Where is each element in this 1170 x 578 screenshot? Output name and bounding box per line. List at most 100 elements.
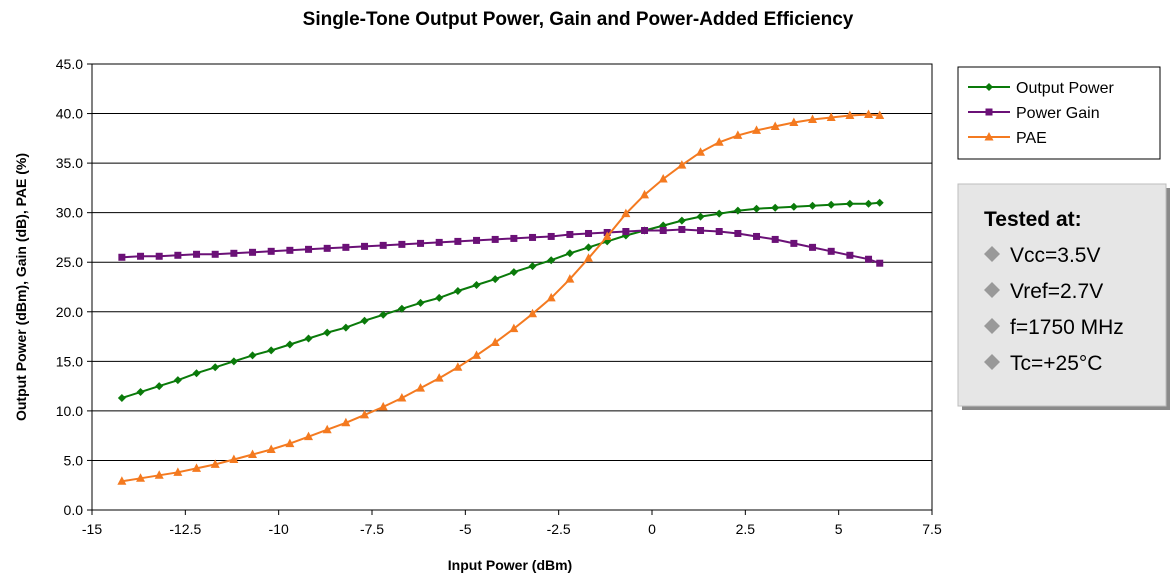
data-point bbox=[174, 251, 182, 259]
data-point bbox=[696, 147, 706, 156]
data-point bbox=[770, 121, 780, 130]
data-point bbox=[397, 393, 407, 402]
data-point bbox=[453, 362, 463, 371]
data-point bbox=[360, 409, 370, 419]
data-point bbox=[416, 298, 425, 307]
data-point bbox=[155, 252, 163, 260]
data-point bbox=[154, 470, 164, 479]
data-point bbox=[528, 262, 537, 271]
test-condition-item: Vcc=3.5V bbox=[984, 244, 1100, 267]
data-point bbox=[547, 256, 556, 265]
y-axis-ticks: 0.0 5.0 10.0 15.0 20.0 25.0 30.0 35.0 40.0 45.0 bbox=[56, 56, 92, 518]
legend-label: Power Gain bbox=[1016, 105, 1100, 122]
data-point bbox=[715, 209, 724, 218]
diamond-bullet-icon bbox=[984, 246, 1000, 262]
data-point bbox=[696, 212, 705, 221]
data-point bbox=[875, 198, 884, 207]
data-point bbox=[827, 200, 836, 209]
data-point bbox=[565, 249, 574, 258]
data-point bbox=[677, 160, 687, 169]
y-tick-label: 30.0 bbox=[56, 205, 83, 221]
data-point bbox=[341, 417, 351, 427]
y-tick-label: 0.0 bbox=[64, 502, 84, 518]
data-point bbox=[435, 293, 444, 302]
data-point bbox=[753, 232, 761, 240]
data-point bbox=[322, 424, 332, 434]
data-point bbox=[155, 382, 164, 391]
test-condition-item: Vref=2.7V bbox=[984, 280, 1103, 303]
gridlines bbox=[92, 113, 932, 461]
data-point bbox=[173, 467, 183, 476]
data-point bbox=[379, 310, 388, 319]
data-point bbox=[472, 350, 482, 359]
series-output-power bbox=[117, 198, 884, 403]
x-tick-label: -5 bbox=[459, 521, 472, 537]
data-point bbox=[789, 202, 798, 211]
data-point bbox=[361, 242, 369, 250]
x-axis-label: Input Power (dBm) bbox=[448, 557, 572, 573]
data-point bbox=[490, 337, 500, 347]
data-point bbox=[864, 109, 874, 119]
data-point bbox=[211, 363, 220, 372]
data-point bbox=[266, 444, 276, 454]
data-point bbox=[304, 334, 313, 343]
data-point bbox=[473, 236, 481, 244]
legend-item: Output Power bbox=[968, 80, 1115, 97]
data-point bbox=[136, 388, 145, 397]
y-tick-label: 40.0 bbox=[56, 106, 83, 122]
y-tick-label: 10.0 bbox=[56, 403, 83, 419]
legend-marker bbox=[984, 132, 994, 141]
data-point bbox=[827, 247, 835, 255]
data-point bbox=[846, 251, 854, 259]
data-point bbox=[678, 226, 686, 234]
data-point bbox=[397, 304, 406, 313]
data-point bbox=[136, 473, 146, 482]
data-point bbox=[714, 137, 724, 146]
test-condition-text: Vcc=3.5V bbox=[1010, 244, 1100, 267]
data-point bbox=[584, 253, 594, 262]
series-line bbox=[121, 113, 880, 483]
data-point bbox=[733, 206, 742, 215]
data-point bbox=[323, 328, 332, 337]
legend: Output Power Power Gain PAE bbox=[957, 66, 1161, 160]
x-tick-label: -12.5 bbox=[169, 521, 201, 537]
data-point bbox=[771, 235, 779, 243]
data-point bbox=[528, 308, 538, 318]
data-point bbox=[137, 252, 145, 260]
data-point bbox=[323, 244, 331, 252]
data-point bbox=[864, 199, 873, 208]
legend-label: Output Power bbox=[1016, 80, 1115, 97]
data-point bbox=[192, 369, 201, 378]
x-tick-label: 0 bbox=[648, 521, 656, 537]
x-tick-label: 5 bbox=[835, 521, 843, 537]
data-point bbox=[809, 243, 817, 251]
data-point bbox=[641, 227, 649, 235]
test-condition-text: Tc=+25°C bbox=[1010, 352, 1102, 375]
test-condition-item: Tc=+25°C bbox=[984, 352, 1102, 375]
data-point bbox=[734, 229, 742, 237]
data-point bbox=[584, 243, 593, 252]
test-conditions-box: Tested at: Vcc=3.5V Vref=2.7V f=1750 MHz Tc… bbox=[957, 183, 1170, 410]
data-point bbox=[789, 117, 799, 126]
data-point bbox=[192, 463, 202, 472]
data-point bbox=[378, 401, 388, 411]
data-point bbox=[771, 203, 780, 212]
y-tick-label: 25.0 bbox=[56, 254, 83, 270]
data-point bbox=[491, 275, 500, 284]
x-tick-label: 2.5 bbox=[736, 521, 756, 537]
data-point bbox=[752, 204, 761, 213]
diamond-bullet-icon bbox=[984, 354, 1000, 370]
data-point bbox=[454, 237, 462, 245]
data-point bbox=[715, 227, 723, 235]
data-point bbox=[249, 248, 257, 256]
data-point bbox=[808, 114, 818, 124]
data-point bbox=[285, 340, 294, 349]
data-point bbox=[529, 233, 537, 241]
data-point bbox=[286, 246, 294, 254]
data-point bbox=[193, 250, 201, 258]
data-point bbox=[621, 208, 631, 218]
data-point bbox=[248, 351, 257, 360]
y-tick-label: 15.0 bbox=[56, 353, 83, 369]
legend-item: PAE bbox=[968, 130, 1047, 147]
data-point bbox=[602, 231, 612, 240]
